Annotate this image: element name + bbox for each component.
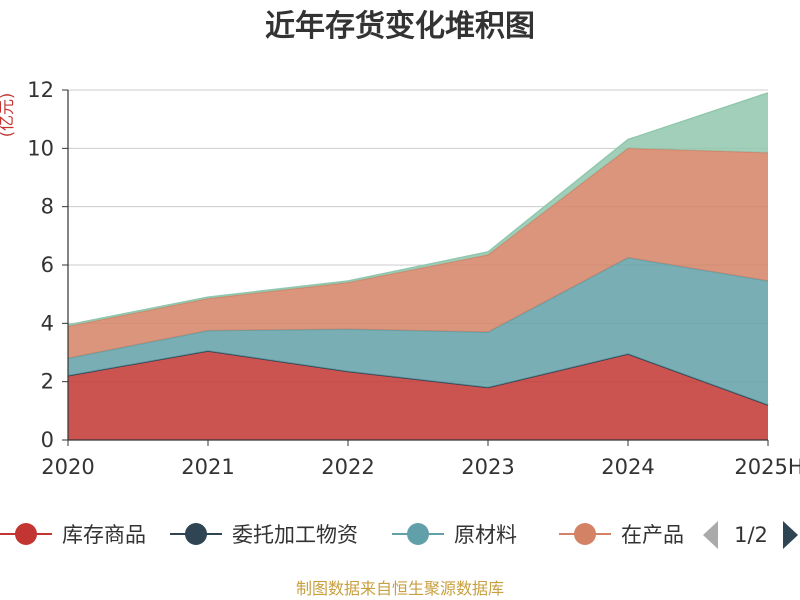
x-tick-label: 2021 (181, 455, 234, 479)
y-tick-label: 6 (41, 253, 54, 277)
data-source-note: 制图数据来自恒生聚源数据库 (296, 579, 504, 598)
legend-next-page-icon[interactable] (783, 521, 798, 549)
chart-title: 近年存货变化堆积图 (265, 9, 535, 44)
y-tick-label: 12 (27, 78, 54, 102)
axis-layer: 0 2 4 6 8 10 12 2020 2021 2022 2023 2024 2025H (27, 78, 800, 479)
legend-marker-icon (185, 523, 207, 545)
legend-marker-icon (407, 523, 429, 545)
y-axis-label: (亿元) (0, 93, 16, 138)
y-tick-label: 8 (41, 195, 54, 219)
y-tick-label: 0 (41, 428, 54, 452)
area-layer (67, 92, 769, 440)
legend-label: 库存商品 (62, 523, 146, 547)
area-series-3 (68, 148, 768, 359)
legend-label: 在产品 (621, 523, 684, 547)
legend-marker-icon (15, 523, 37, 545)
legend-item-3[interactable]: 在产品 (559, 523, 684, 547)
y-tick-label: 2 (41, 370, 54, 394)
x-tick-label: 2023 (461, 455, 514, 479)
x-tick-label: 2022 (321, 455, 374, 479)
legend-pager: 1/2 (703, 521, 798, 549)
y-tick-label: 10 (27, 136, 54, 160)
legend-prev-page-icon[interactable] (703, 521, 718, 549)
legend-label: 委托加工物资 (232, 523, 358, 547)
legend-label: 原材料 (454, 523, 517, 547)
area-series-0 (68, 351, 768, 440)
x-tick-label: 2024 (601, 455, 654, 479)
y-tick-label: 4 (41, 311, 54, 335)
x-tick-label: 2025H (734, 455, 800, 479)
legend-items: 库存商品 委托加工物资 原材料 在产品 (0, 523, 684, 547)
legend-page-indicator: 1/2 (734, 523, 768, 547)
legend: 库存商品 委托加工物资 原材料 在产品 (0, 523, 684, 547)
legend-item-1[interactable]: 委托加工物资 (170, 523, 358, 547)
area-line-series-4 (67, 92, 769, 326)
x-tick-label: 2020 (41, 455, 94, 479)
legend-item-2[interactable]: 原材料 (392, 523, 517, 547)
legend-marker-icon (574, 523, 596, 545)
legend-item-0[interactable]: 库存商品 (0, 523, 146, 547)
